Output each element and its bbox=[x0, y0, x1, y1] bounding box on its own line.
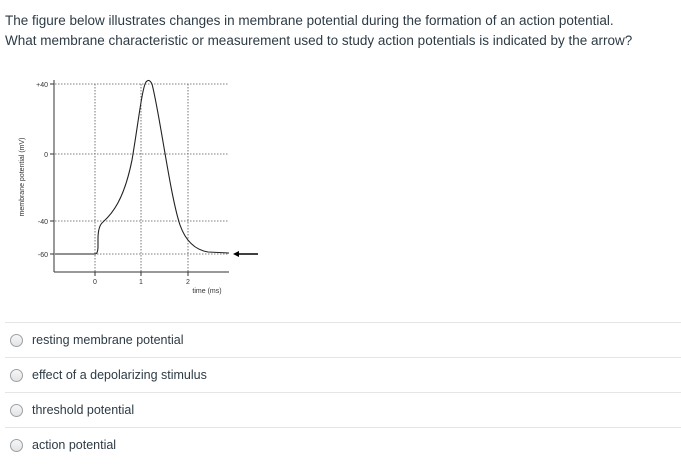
answer-option-3[interactable]: threshold potential bbox=[5, 392, 681, 427]
y-tick-label-neg40: -40 bbox=[38, 219, 48, 226]
y-tick-label-0: 0 bbox=[44, 152, 48, 159]
y-tick-label-40: +40 bbox=[36, 82, 48, 89]
answer-list: resting membrane potential effect of a d… bbox=[5, 322, 681, 462]
arrow-head-icon bbox=[233, 251, 239, 257]
answer-label: action potential bbox=[32, 438, 117, 452]
answer-option-2[interactable]: effect of a depolarizing stimulus bbox=[5, 357, 681, 392]
answer-option-1[interactable]: resting membrane potential bbox=[5, 322, 681, 357]
x-tick-label-1: 1 bbox=[139, 279, 143, 286]
radio-button-icon[interactable] bbox=[10, 333, 23, 347]
answer-label: threshold potential bbox=[32, 403, 135, 417]
question-text: The figure below illustrates changes in … bbox=[5, 11, 677, 51]
membrane-potential-curve bbox=[55, 79, 230, 255]
x-tick-label-0: 0 bbox=[93, 279, 97, 286]
action-potential-figure: membrane potential (mV) +40 0 -40 -60 0 … bbox=[19, 79, 258, 295]
reference-gridlines bbox=[55, 83, 229, 272]
answer-option-4[interactable]: action potential bbox=[5, 427, 681, 462]
answer-label: effect of a depolarizing stimulus bbox=[32, 368, 207, 382]
x-tick-label-2: 2 bbox=[186, 279, 190, 286]
radio-button-icon[interactable] bbox=[10, 438, 23, 452]
y-tick-label-neg60: -60 bbox=[38, 252, 48, 259]
answer-label: resting membrane potential bbox=[32, 333, 184, 347]
question-line-1: The figure below illustrates changes in … bbox=[5, 13, 614, 28]
question-line-2: What membrane characteristic or measurem… bbox=[5, 33, 633, 48]
x-axis-label: time (ms) bbox=[192, 288, 221, 295]
radio-button-icon[interactable] bbox=[10, 403, 23, 417]
y-axis-label: membrane potential (mV) bbox=[19, 138, 26, 217]
radio-button-icon[interactable] bbox=[10, 368, 23, 382]
